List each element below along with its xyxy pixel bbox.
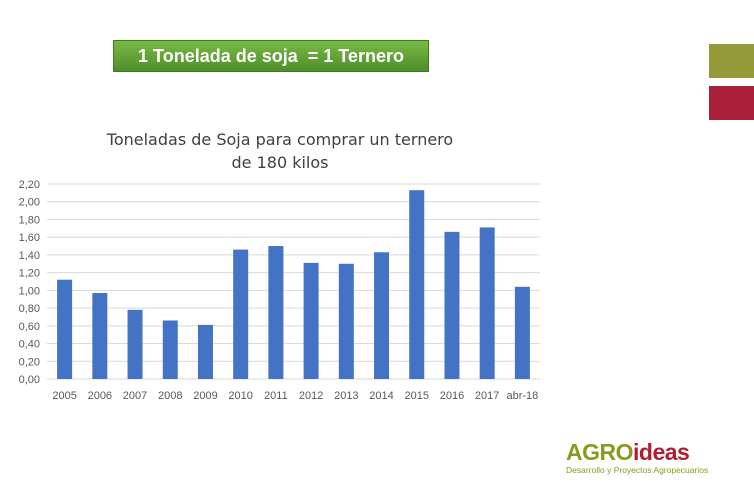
chart-title-line-2: de 180 kilos (231, 153, 329, 172)
x-tick-label: 2010 (228, 390, 252, 402)
gridlines (47, 183, 540, 380)
headline-banner: 1 Tonelada de soja = 1 Ternero (113, 40, 429, 72)
bar-2007 (127, 309, 143, 379)
y-tick-label: 0,40 (19, 339, 40, 351)
bar-2009 (197, 324, 213, 379)
bar-2017 (479, 227, 495, 379)
bar-2008 (162, 320, 178, 379)
y-tick-label: 2,00 (19, 197, 40, 209)
bar-2012 (303, 262, 319, 379)
bar-chart: 0,00 0,20 0,40 0,60 0,80 1,00 1,20 1,40 1,60 1,80… (19, 179, 540, 402)
bar-abr-18 (514, 286, 530, 379)
x-tick-label: 2008 (158, 390, 182, 402)
y-tick-label: 1,40 (19, 250, 40, 262)
x-tick-label: 2013 (334, 390, 358, 402)
bar-2014 (374, 252, 390, 379)
x-tick-label: 2017 (475, 390, 499, 402)
bar-2010 (233, 249, 249, 379)
y-tick-label: 0,80 (19, 303, 40, 315)
x-tick-label: 2012 (299, 390, 323, 402)
y-tick-label: 0,60 (19, 321, 40, 333)
x-tick-label: 2009 (193, 390, 217, 402)
bar-2011 (268, 246, 284, 379)
headline-text: 1 Tonelada de soja = 1 Ternero (138, 45, 404, 66)
y-tick-label: 0,20 (19, 356, 40, 368)
bar-2016 (444, 231, 460, 379)
bar-2005 (57, 279, 73, 379)
x-tick-label: 2006 (88, 390, 112, 402)
x-tick-label: abr-18 (506, 390, 538, 402)
y-tick-label: 1,20 (19, 268, 40, 280)
x-tick-label: 2016 (440, 390, 464, 402)
brand-tagline: Desarrollo y Proyectos Agropecuarios (566, 465, 709, 475)
x-tick-label: 2005 (52, 390, 76, 402)
red-color-swatch (709, 86, 754, 120)
x-tick-label: 2014 (369, 390, 393, 402)
y-tick-label: 1,00 (19, 285, 40, 297)
olive-color-swatch (709, 44, 754, 78)
x-tick-label: 2011 (264, 390, 288, 402)
agroideas-logo: AGROideas Desarrollo y Proyectos Agropec… (566, 440, 736, 475)
x-tick-label: 2007 (123, 390, 147, 402)
chart-title: Toneladas de Soja para comprar un terner… (100, 128, 460, 174)
y-tick-label: 1,60 (19, 232, 40, 244)
bar-2006 (92, 293, 108, 379)
y-tick-label: 2,20 (19, 179, 40, 191)
bar-2015 (409, 190, 425, 379)
chart-title-line-1: Toneladas de Soja para comprar un terner… (106, 130, 454, 149)
brand-name-ideas: ideas (633, 439, 690, 465)
brand-name-agro: AGRO (566, 439, 634, 465)
bar-2013 (338, 263, 354, 379)
y-tick-label: 1,80 (19, 214, 40, 226)
y-tick-label: 0,00 (19, 374, 40, 386)
x-tick-label: 2015 (405, 390, 429, 402)
brand-name: AGROideas (566, 440, 736, 464)
